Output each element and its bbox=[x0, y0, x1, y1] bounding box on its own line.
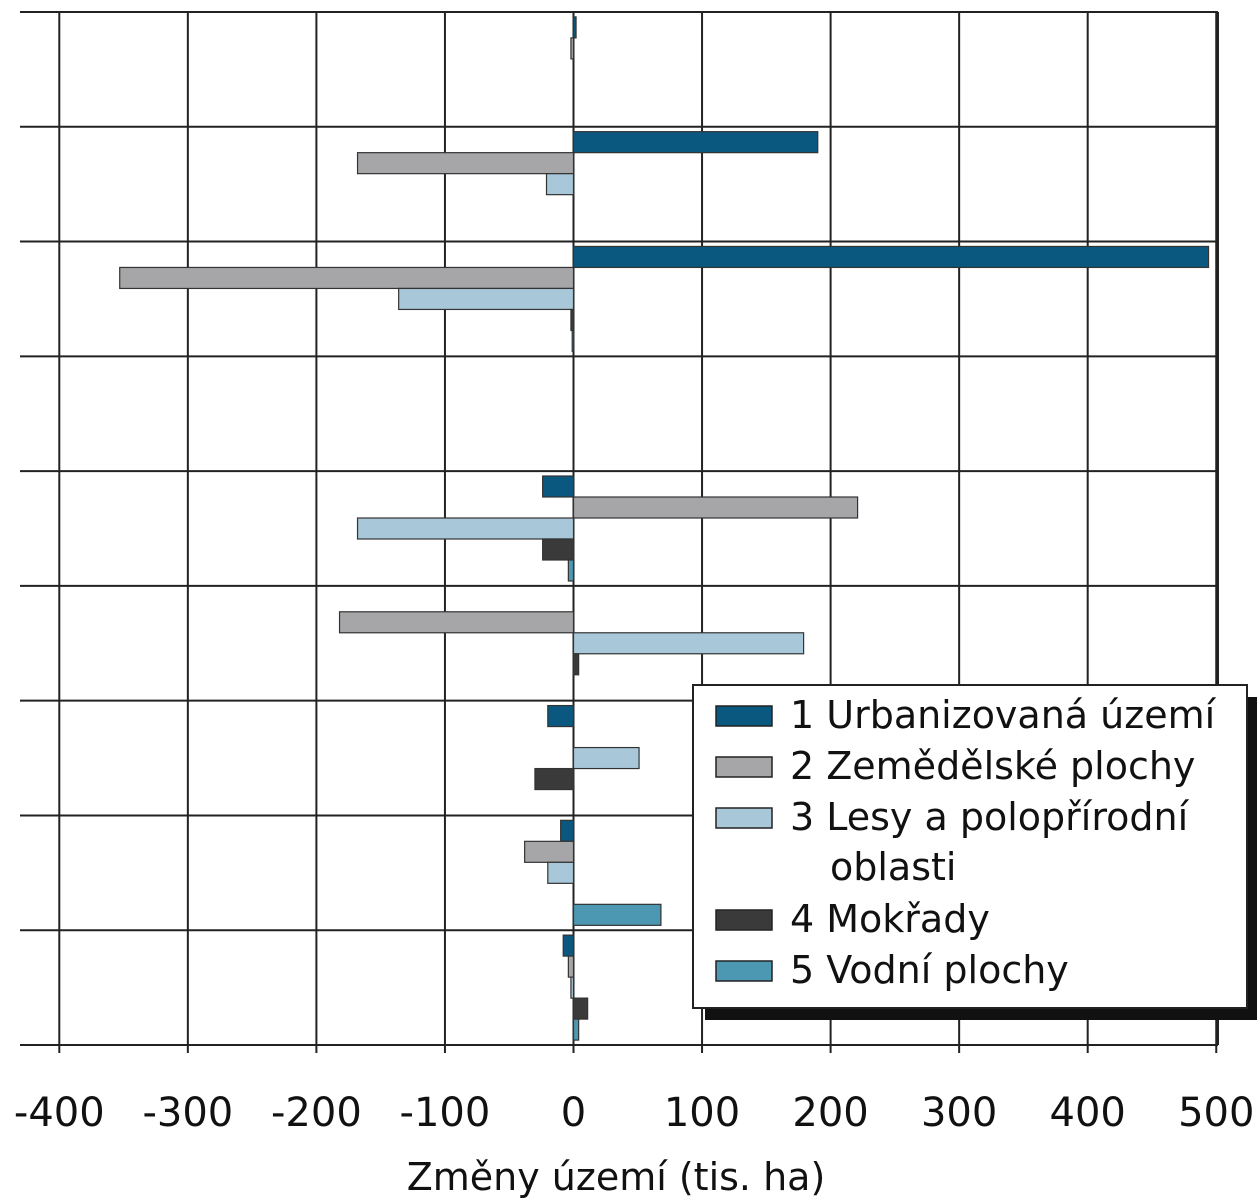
x-axis-title: Změny území (tis. ha) bbox=[407, 1155, 826, 1199]
bar-s4-g6 bbox=[572, 653, 580, 676]
bar-s5-g8 bbox=[572, 903, 662, 926]
bar-s2-g1 bbox=[570, 37, 575, 60]
bar-s2-g8 bbox=[524, 840, 575, 863]
x-tick-label-5: 100 bbox=[664, 1090, 740, 1136]
bar-s3-g3 bbox=[398, 287, 575, 311]
bar-s5-g3 bbox=[571, 329, 575, 353]
legend-box bbox=[692, 684, 1248, 1009]
legend-label-2: 2 Zemědělské plochy bbox=[790, 744, 1195, 788]
bar-s1-g7 bbox=[547, 704, 575, 728]
legend: 1 Urbanizovaná území 2 Zemědělské plochy 3… bbox=[692, 684, 1257, 1020]
bar-s1-g5 bbox=[542, 475, 575, 498]
legend-swatch-2 bbox=[715, 756, 773, 778]
bar-s3-g5 bbox=[356, 517, 575, 540]
bar-s4-g7 bbox=[534, 767, 575, 791]
bars bbox=[119, 16, 1210, 1041]
x-tick-label-4: 0 bbox=[561, 1090, 586, 1136]
x-tick-label-3: -100 bbox=[400, 1090, 491, 1136]
bar-s2-g9 bbox=[567, 955, 575, 978]
x-tick-label-2: -200 bbox=[271, 1090, 362, 1136]
bar-s4-g9 bbox=[572, 997, 589, 1020]
bar-s4-g5 bbox=[542, 538, 575, 561]
bar-s3-g7 bbox=[572, 746, 640, 770]
bar-s3-g9 bbox=[570, 976, 575, 999]
legend-label-3: 3 Lesy a polopřírodní bbox=[790, 795, 1190, 839]
legend-swatch-5 bbox=[715, 960, 773, 982]
legend-label-5: 5 Vodní plochy bbox=[790, 948, 1069, 992]
bar-s1-g2 bbox=[572, 131, 819, 154]
bar-s2-g2 bbox=[356, 152, 575, 175]
bar-s1-g3 bbox=[572, 245, 1210, 269]
x-tick-label-0: -400 bbox=[14, 1090, 105, 1136]
x-tick-label-8: 400 bbox=[1050, 1090, 1126, 1136]
bar-s2-g3 bbox=[119, 266, 575, 290]
bar-s2-g6 bbox=[338, 611, 575, 634]
legend-swatch-4 bbox=[715, 909, 773, 931]
x-tick-label-9: 500 bbox=[1178, 1090, 1254, 1136]
gridlines bbox=[20, 11, 1219, 1053]
bar-s4-g3 bbox=[570, 308, 575, 332]
legend-label-4: 4 Mokřady bbox=[790, 897, 990, 941]
x-tick-label-1: -300 bbox=[142, 1090, 233, 1136]
bar-s1-g8 bbox=[560, 819, 575, 842]
x-tick-label-7: 300 bbox=[921, 1090, 997, 1136]
bar-s3-g2 bbox=[545, 173, 575, 196]
bar-s3-g8 bbox=[547, 861, 575, 884]
bar-s1-g9 bbox=[562, 934, 575, 957]
x-tick-labels: -400 -300 -200 -100 0 100 200 300 400 500 bbox=[14, 1090, 1255, 1136]
bar-s5-g9 bbox=[572, 1018, 580, 1041]
legend-swatch-1 bbox=[715, 705, 773, 727]
bar-s5-g5 bbox=[567, 559, 575, 582]
legend-swatch-3 bbox=[715, 807, 773, 829]
legend-label-1: 1 Urbanizovaná území bbox=[790, 693, 1217, 737]
x-tick-label-6: 200 bbox=[792, 1090, 868, 1136]
bar-s2-g5 bbox=[572, 496, 859, 519]
bar-s1-g1 bbox=[572, 16, 577, 39]
bar-s3-g6 bbox=[572, 632, 805, 655]
legend-label-3-cont: oblasti bbox=[830, 845, 956, 889]
